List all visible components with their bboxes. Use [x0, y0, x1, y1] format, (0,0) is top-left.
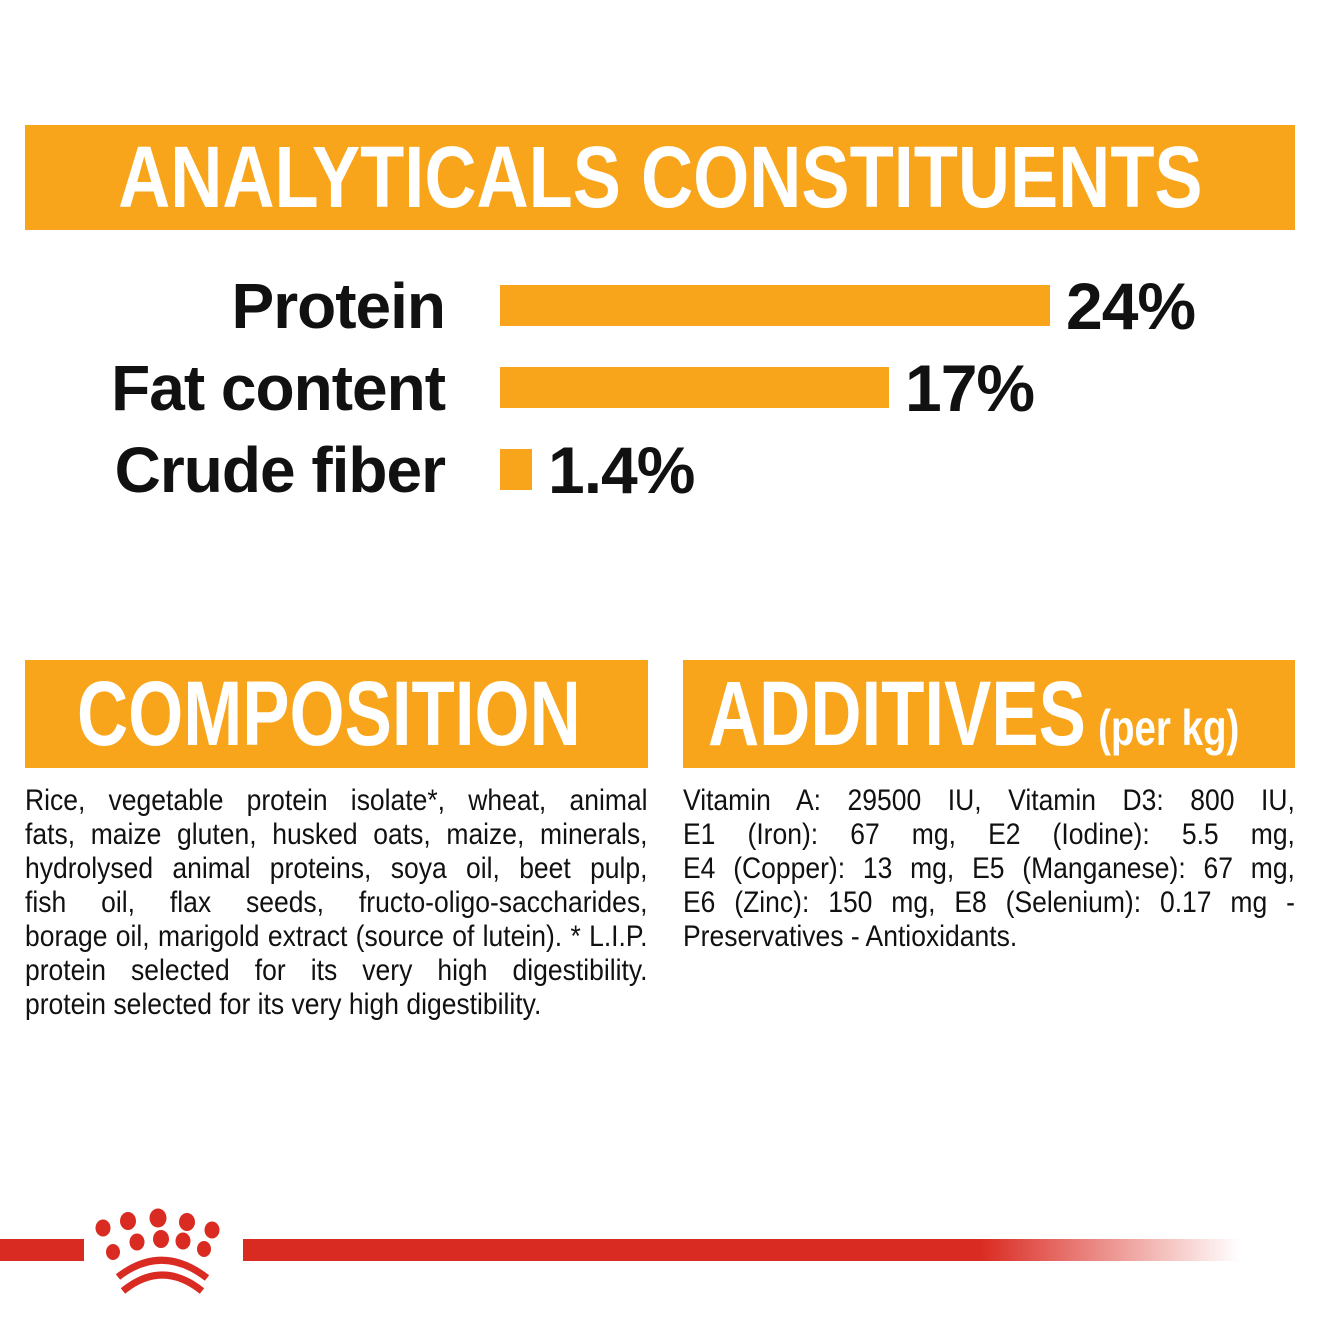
- chart-bar: [500, 367, 889, 408]
- chart-value-label: 17%: [905, 350, 1035, 425]
- chart-row: Fat content 17%: [0, 355, 1320, 421]
- chart-category-label: Crude fiber: [114, 433, 446, 506]
- chart-category-label: Protein: [231, 269, 446, 342]
- analyticals-header-band: ANALYTICALS CONSTITUENTS: [25, 125, 1295, 230]
- analyticals-title: ANALYTICALS CONSTITUENTS: [117, 129, 1203, 226]
- text-line: E4 (Copper): 13 mg, E5 (Manganese): 67 m…: [683, 852, 1295, 885]
- text-line: E6 (Zinc): 150 mg, E8 (Selenium): 0.17 m…: [683, 886, 1295, 919]
- additives-text: Vitamin A: 29500 IU, Vitamin D3: 800 IU,…: [683, 784, 1295, 954]
- text-line: Preservatives - Antioxidants.: [683, 920, 1018, 953]
- additives-title-suffix: (per kg): [1098, 700, 1240, 756]
- text-line: Rice, vegetable protein isolate*, wheat,…: [25, 784, 648, 817]
- text-line: protein selected for its very high diges…: [25, 988, 542, 1021]
- text-line: fish oil, flax seeds, fructo-oligo-sacch…: [25, 886, 648, 919]
- brand-stripe-left: [0, 1239, 84, 1261]
- chart-value-label: 1.4%: [548, 432, 695, 507]
- composition-title-wrap: COMPOSITION: [77, 668, 581, 760]
- composition-text: Rice, vegetable protein isolate*, wheat,…: [25, 784, 648, 1022]
- text-line: fats, maize gluten, husked oats, maize, …: [25, 818, 648, 851]
- text-line: protein selected for its very high diges…: [25, 954, 648, 987]
- royal-canin-crown-logo: [95, 1208, 220, 1294]
- chart-category-label: Fat content: [111, 351, 446, 424]
- text-line: Vitamin A: 29500 IU, Vitamin D3: 800 IU,: [683, 784, 1295, 817]
- composition-header-band: COMPOSITION: [25, 660, 648, 768]
- additives-header-band: ADDITIVES (per kg): [683, 660, 1295, 768]
- text-line: borage oil, marigold extract (source of …: [25, 920, 648, 953]
- chart-row: Crude fiber 1.4%: [0, 437, 1320, 503]
- additives-title: ADDITIVES: [708, 663, 1086, 765]
- chart-row: Protein 24%: [0, 273, 1320, 339]
- text-line: hydrolysed animal proteins, soya oil, be…: [25, 852, 648, 885]
- composition-title: COMPOSITION: [77, 663, 581, 765]
- chart-value-label: 24%: [1066, 268, 1196, 343]
- text-line: E1 (Iron): 67 mg, E2 (Iodine): 5.5 mg,: [683, 818, 1295, 851]
- additives-title-wrap: ADDITIVES (per kg): [708, 668, 1239, 760]
- analytical-constituents-chart: Protein 24% Fat content 17% Crude fiber 1.4%: [0, 273, 1320, 535]
- chart-bar: [500, 285, 1050, 326]
- brand-stripe-right: [243, 1239, 1240, 1261]
- chart-bar: [500, 449, 532, 490]
